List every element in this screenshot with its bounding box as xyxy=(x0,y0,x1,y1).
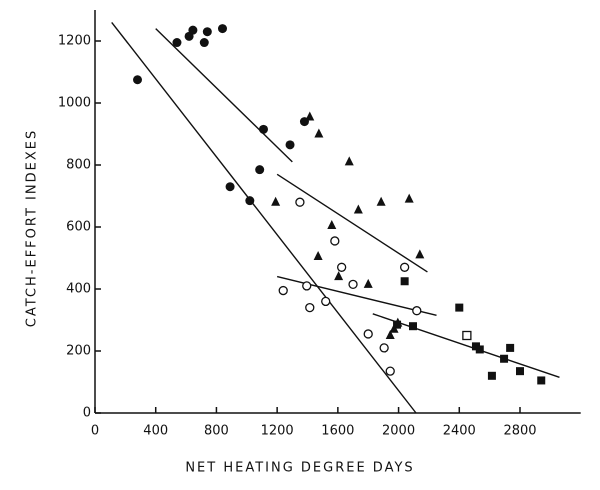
x-axis-title: NET HEATING DEGREE DAYS xyxy=(185,461,414,476)
point xyxy=(506,343,515,352)
y-tick-label: 1200 xyxy=(58,34,91,49)
x-tick-label: 1600 xyxy=(321,424,354,439)
point xyxy=(330,236,340,246)
point xyxy=(337,262,347,272)
y-tick-label: 0 xyxy=(83,406,91,421)
point xyxy=(415,249,425,259)
point xyxy=(344,156,354,166)
x-tick-label: 2800 xyxy=(503,424,536,439)
trend-line xyxy=(155,28,293,163)
point xyxy=(516,367,524,376)
point xyxy=(255,165,265,175)
point xyxy=(393,320,402,329)
point xyxy=(278,285,288,296)
point xyxy=(295,197,305,207)
point xyxy=(258,124,268,134)
point xyxy=(400,277,409,286)
point xyxy=(408,322,417,331)
point xyxy=(302,281,312,291)
point xyxy=(285,140,295,150)
point xyxy=(271,196,281,206)
y-tick-label: 1000 xyxy=(58,96,91,111)
point xyxy=(321,296,331,307)
point xyxy=(313,250,323,260)
trend-line xyxy=(276,173,428,273)
x-tick-label: 400 xyxy=(143,424,168,439)
x-tick-label: 1200 xyxy=(261,424,294,439)
point xyxy=(348,279,358,290)
x-tick-label: 0 xyxy=(91,424,99,439)
point xyxy=(218,24,227,34)
point xyxy=(412,306,422,316)
y-tick-label: 600 xyxy=(66,220,91,235)
point xyxy=(188,25,198,35)
x-tick-label: 800 xyxy=(204,424,229,439)
point xyxy=(379,343,389,353)
point xyxy=(133,75,142,85)
point xyxy=(327,219,337,229)
point xyxy=(225,182,235,192)
point xyxy=(399,262,410,272)
point xyxy=(537,376,546,385)
point xyxy=(199,38,209,48)
point xyxy=(353,204,363,214)
point xyxy=(245,196,255,206)
point xyxy=(487,371,496,380)
point xyxy=(385,330,395,339)
y-tick-label: 400 xyxy=(66,282,91,297)
y-tick-label: 800 xyxy=(66,158,91,173)
point xyxy=(455,303,464,312)
x-tick-label: 2400 xyxy=(443,424,476,439)
trend-line xyxy=(111,21,417,414)
point xyxy=(500,354,509,363)
y-axis-title: CATCH-EFFORT INDEXES xyxy=(25,129,40,327)
point xyxy=(385,366,395,376)
point xyxy=(202,27,212,37)
point xyxy=(376,196,386,206)
trend-line xyxy=(372,313,560,379)
point xyxy=(305,302,315,313)
point xyxy=(475,345,484,354)
point xyxy=(305,111,315,121)
point xyxy=(172,38,182,48)
point xyxy=(462,330,472,341)
point xyxy=(363,278,373,288)
point xyxy=(334,271,344,281)
point xyxy=(314,128,324,138)
x-tick-label: 2000 xyxy=(382,424,415,439)
point xyxy=(363,329,373,339)
y-tick-label: 200 xyxy=(66,344,91,359)
point xyxy=(404,193,414,203)
